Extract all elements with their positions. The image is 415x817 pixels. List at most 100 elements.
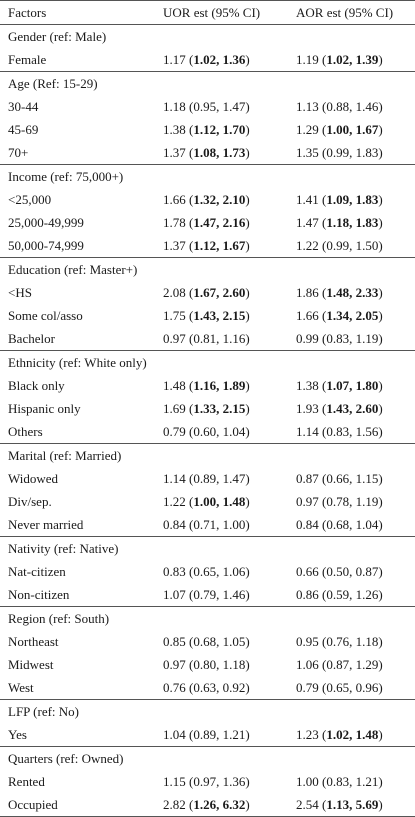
estimate-value: 1.18	[163, 98, 186, 114]
confidence-interval: 1.00, 1.48	[193, 493, 246, 509]
uor-cell: 1.15 (0.97, 1.36)	[163, 773, 250, 789]
row-label: Female	[8, 51, 47, 67]
table-row: Bachelor 0.97 (0.81, 1.16) 0.99 (0.83, 1.1…	[0, 327, 415, 351]
estimate-value: 1.00	[296, 773, 319, 789]
confidence-interval: 1.18, 1.83	[326, 214, 379, 230]
table-row: Others 0.79 (0.60, 1.04) 1.14 (0.83, 1.56)	[0, 420, 415, 444]
confidence-interval: 1.43, 2.60	[326, 400, 379, 416]
confidence-interval: 1.12, 1.70	[193, 121, 246, 137]
row-label: <25,000	[8, 191, 52, 207]
estimate-value: 0.76	[163, 679, 186, 695]
aor-cell: 1.23 (1.02, 1.48)	[296, 726, 383, 742]
estimate-value: 1.14	[296, 423, 319, 439]
confidence-interval: 0.76, 1.18	[326, 633, 379, 649]
aor-cell: 0.87 (0.66, 1.15)	[296, 470, 383, 486]
estimate-value: 1.69	[163, 400, 186, 416]
confidence-interval: 0.79, 1.46	[193, 586, 246, 602]
table-row: Northeast 0.85 (0.68, 1.05) 0.95 (0.76, 1.…	[0, 630, 415, 653]
uor-cell: 0.97 (0.80, 1.18)	[163, 656, 250, 672]
estimate-value: 1.75	[163, 307, 186, 323]
estimate-value: 0.79	[163, 423, 186, 439]
estimate-value: 1.48	[163, 377, 186, 393]
row-label: Northeast	[8, 633, 59, 649]
uor-cell: 1.37 (1.12, 1.67)	[163, 237, 250, 253]
confidence-interval: 0.80, 1.18	[193, 656, 246, 672]
estimate-value: 1.22	[163, 493, 186, 509]
aor-cell: 1.19 (1.02, 1.39)	[296, 51, 383, 67]
estimate-value: 0.99	[296, 330, 319, 346]
group-title: Income (ref: 75,000+)	[0, 164, 415, 188]
estimate-value: 1.38	[163, 121, 186, 137]
estimate-value: 0.95	[296, 633, 319, 649]
confidence-interval: 0.89, 1.47	[193, 470, 246, 486]
factors-header: Factors	[0, 0, 163, 25]
estimate-value: 1.66	[163, 191, 186, 207]
aor-cell: 0.66 (0.50, 0.87)	[296, 563, 383, 579]
row-label: 70+	[8, 144, 29, 160]
group-header-row: Marital (ref: Married)	[0, 443, 415, 467]
table-row: West 0.76 (0.63, 0.92) 0.79 (0.65, 0.96)	[0, 676, 415, 700]
table-row: Black only 1.48 (1.16, 1.89) 1.38 (1.07, 1…	[0, 374, 415, 397]
aor-cell: 1.13 (0.88, 1.46)	[296, 98, 383, 114]
confidence-interval: 0.87, 1.29	[326, 656, 379, 672]
aor-cell: 0.97 (0.78, 1.19)	[296, 493, 383, 509]
aor-cell: 1.00 (0.83, 1.21)	[296, 773, 383, 789]
uor-cell: 1.04 (0.89, 1.21)	[163, 726, 250, 742]
uor-cell: 1.69 (1.33, 2.15)	[163, 400, 250, 416]
estimate-value: 1.38	[296, 377, 319, 393]
table-row: Female 1.17 (1.02, 1.36) 1.19 (1.02, 1.39)	[0, 48, 415, 72]
table-row: Yes 1.04 (0.89, 1.21) 1.23 (1.02, 1.48)	[0, 723, 415, 747]
aor-cell: 0.99 (0.83, 1.19)	[296, 330, 383, 346]
estimate-value: 1.23	[296, 726, 319, 742]
estimate-value: 0.97	[296, 493, 319, 509]
aor-cell: 1.86 (1.48, 2.33)	[296, 284, 383, 300]
aor-cell: 0.84 (0.68, 1.04)	[296, 516, 383, 532]
uor-cell: 0.84 (0.71, 1.00)	[163, 516, 250, 532]
aor-cell: 1.66 (1.34, 2.05)	[296, 307, 383, 323]
confidence-interval: 0.59, 1.26	[326, 586, 379, 602]
confidence-interval: 0.83, 1.19	[326, 330, 379, 346]
confidence-interval: 1.43, 2.15	[193, 307, 246, 323]
estimate-value: 1.41	[296, 191, 319, 207]
table-row: <HS 2.08 (1.67, 2.60) 1.86 (1.48, 2.33)	[0, 281, 415, 304]
confidence-interval: 1.33, 2.15	[193, 400, 246, 416]
row-label: Bachelor	[8, 330, 55, 346]
table-row: 25,000-49,999 1.78 (1.47, 2.16) 1.47 (1.18…	[0, 211, 415, 234]
estimate-value: 1.47	[296, 214, 319, 230]
confidence-interval: 1.02, 1.39	[326, 51, 379, 67]
table-row: 30-44 1.18 (0.95, 1.47) 1.13 (0.88, 1.46)	[0, 95, 415, 118]
estimate-value: 1.66	[296, 307, 319, 323]
table-row: Div/sep. 1.22 (1.00, 1.48) 0.97 (0.78, 1.1…	[0, 490, 415, 513]
uor-cell: 1.48 (1.16, 1.89)	[163, 377, 250, 393]
table-row: Midwest 0.97 (0.80, 1.18) 1.06 (0.87, 1.29…	[0, 653, 415, 676]
table-row: Hispanic only 1.69 (1.33, 2.15) 1.93 (1.43…	[0, 397, 415, 420]
group-title: Age (Ref: 15-29)	[0, 71, 415, 95]
group-title: Marital (ref: Married)	[0, 443, 415, 467]
aor-cell: 1.47 (1.18, 1.83)	[296, 214, 383, 230]
row-label: Hispanic only	[8, 400, 81, 416]
confidence-interval: 0.83, 1.21	[326, 773, 379, 789]
confidence-interval: 0.81, 1.16	[193, 330, 246, 346]
confidence-interval: 1.47, 2.16	[193, 214, 246, 230]
table-row: Some col/asso 1.75 (1.43, 2.15) 1.66 (1.34…	[0, 304, 415, 327]
uor-cell: 0.76 (0.63, 0.92)	[163, 679, 250, 695]
estimate-value: 1.22	[296, 237, 319, 253]
confidence-interval: 0.89, 1.21	[193, 726, 246, 742]
table-row: 45-69 1.38 (1.12, 1.70) 1.29 (1.00, 1.67)	[0, 118, 415, 141]
row-label: Widowed	[8, 470, 59, 486]
estimate-value: 1.07	[163, 586, 186, 602]
confidence-interval: 1.34, 2.05	[326, 307, 379, 323]
estimate-value: 0.87	[296, 470, 319, 486]
uor-cell: 1.14 (0.89, 1.47)	[163, 470, 250, 486]
estimate-value: 1.78	[163, 214, 186, 230]
confidence-interval: 1.32, 2.10	[193, 191, 246, 207]
confidence-interval: 0.68, 1.04	[326, 516, 379, 532]
estimate-value: 0.84	[296, 516, 319, 532]
uor-header: UOR est (95% CI)	[163, 0, 296, 25]
row-label: Div/sep.	[8, 493, 52, 509]
uor-cell: 1.38 (1.12, 1.70)	[163, 121, 250, 137]
estimate-value: 1.06	[296, 656, 319, 672]
confidence-interval: 0.68, 1.05	[193, 633, 246, 649]
confidence-interval: 1.07, 1.80	[326, 377, 379, 393]
estimate-value: 1.04	[163, 726, 186, 742]
